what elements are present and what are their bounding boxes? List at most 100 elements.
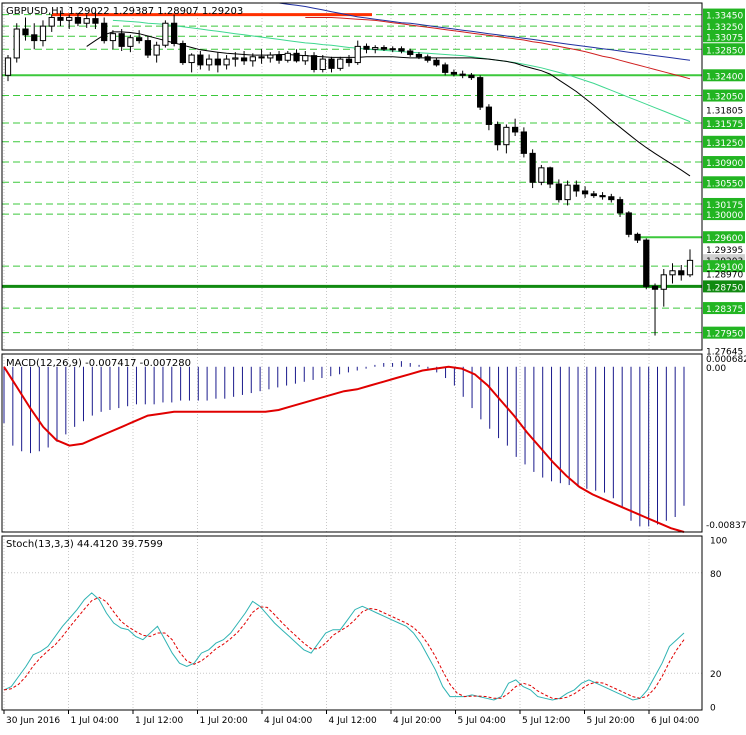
- candle-body: [494, 123, 501, 146]
- candle-body: [555, 183, 562, 201]
- candle-body: [546, 167, 554, 185]
- price-label-box: [703, 89, 745, 102]
- macd-pane-title: MACD(12,26,9) -0.007417 -0.007280: [6, 358, 191, 369]
- price-label: 1.29395: [706, 246, 743, 256]
- candle-body: [581, 190, 589, 195]
- candle-body: [398, 48, 405, 52]
- moving-averages: [86, 2, 691, 177]
- candle-body: [66, 16, 73, 21]
- candle-body: [48, 16, 55, 27]
- price-label: 1.31250: [706, 139, 743, 149]
- candle-body: [249, 56, 256, 62]
- candle-body: [136, 37, 143, 42]
- stochastic-pane: 100 80 20 0: [2, 536, 727, 714]
- candle-body: [205, 58, 213, 66]
- candlesticks: [4, 10, 694, 336]
- candle-body: [608, 196, 615, 201]
- horizontal-levels: [2, 13, 702, 334]
- price-label: 1.33075: [706, 33, 743, 43]
- candle-body: [13, 28, 20, 59]
- candle-body: [144, 40, 152, 56]
- candle-body: [538, 167, 545, 183]
- candle-body: [232, 57, 239, 60]
- price-label: 1.30000: [706, 211, 743, 221]
- price-label: 1.32400: [706, 72, 743, 82]
- candle-body: [520, 131, 527, 154]
- candle-body: [345, 58, 353, 64]
- price-label-box: [703, 280, 745, 293]
- time-label: 1 Jul 12:00: [135, 716, 184, 726]
- price-label-box: [703, 208, 745, 221]
- candle-body: [372, 47, 379, 50]
- price-label: 1.31805: [706, 107, 743, 117]
- time-label: 4 Jul 12:00: [329, 716, 378, 726]
- candle-body: [450, 71, 458, 75]
- candle-body: [442, 64, 449, 73]
- candle-body: [616, 199, 624, 214]
- candle-body: [127, 37, 134, 47]
- price-label: 1.31575: [706, 120, 743, 130]
- stoch-main-line: [3, 592, 685, 701]
- price-label: 1.28970: [706, 271, 743, 281]
- candle-body: [433, 59, 440, 66]
- time-label: 5 Jul 12:00: [522, 716, 571, 726]
- candle-body: [651, 285, 659, 290]
- price-label-box: [703, 326, 745, 339]
- candle-body: [590, 193, 597, 197]
- price-label-box: [703, 176, 745, 189]
- price-label-box: [703, 69, 745, 82]
- candle-body: [564, 184, 571, 201]
- candle-body: [389, 48, 396, 51]
- candle-body: [275, 54, 283, 61]
- candle-body: [267, 54, 274, 59]
- candle-body: [258, 56, 265, 59]
- ma-slowest-line: [279, 2, 691, 61]
- time-label: 4 Jul 20:00: [393, 716, 442, 726]
- price-label: 1.29100: [706, 263, 743, 273]
- candle-body: [573, 184, 580, 192]
- candle-body: [678, 270, 685, 276]
- pane-frame: [1, 535, 703, 711]
- candle-body: [503, 126, 510, 146]
- price-label: 1.27950: [706, 330, 743, 340]
- macd-scale-label: 0.000682: [706, 355, 746, 365]
- candle-body: [39, 25, 47, 42]
- time-label: 5 Jul 04:00: [458, 716, 507, 726]
- price-label-box: [703, 197, 745, 210]
- price-label-box: [703, 20, 745, 33]
- candle-body: [424, 56, 431, 61]
- price-label-box: [703, 260, 745, 273]
- candle-body: [407, 50, 414, 55]
- candle-body: [31, 34, 38, 42]
- macd-signal-line: [3, 365, 685, 533]
- candle-body: [337, 58, 344, 69]
- price-label-box: [703, 43, 745, 56]
- candle-body: [634, 233, 641, 241]
- price-label-box: [703, 8, 745, 21]
- candle-body: [92, 18, 99, 24]
- candle-body: [109, 33, 117, 42]
- time-label: 6 Jul 04:00: [651, 716, 700, 726]
- stoch-scale-label: 20: [710, 670, 722, 680]
- candle-body: [660, 274, 667, 290]
- candle-body: [4, 57, 12, 76]
- ma-fast-line: [86, 31, 691, 177]
- ma-slow-line: [305, 17, 691, 80]
- price-label: 1.30175: [706, 201, 743, 211]
- pane-frame: [1, 2, 703, 351]
- candle-body: [643, 239, 650, 287]
- candle-body: [529, 152, 536, 183]
- price-label: 1.30550: [706, 179, 743, 189]
- candle-body: [599, 195, 606, 198]
- candle-body: [118, 33, 125, 47]
- candle-body: [468, 74, 475, 79]
- candle-body: [459, 73, 466, 76]
- price-label: 1.27645: [706, 347, 743, 357]
- price-label-box: [703, 135, 745, 148]
- candle-body: [319, 58, 326, 71]
- candle-body: [310, 55, 318, 71]
